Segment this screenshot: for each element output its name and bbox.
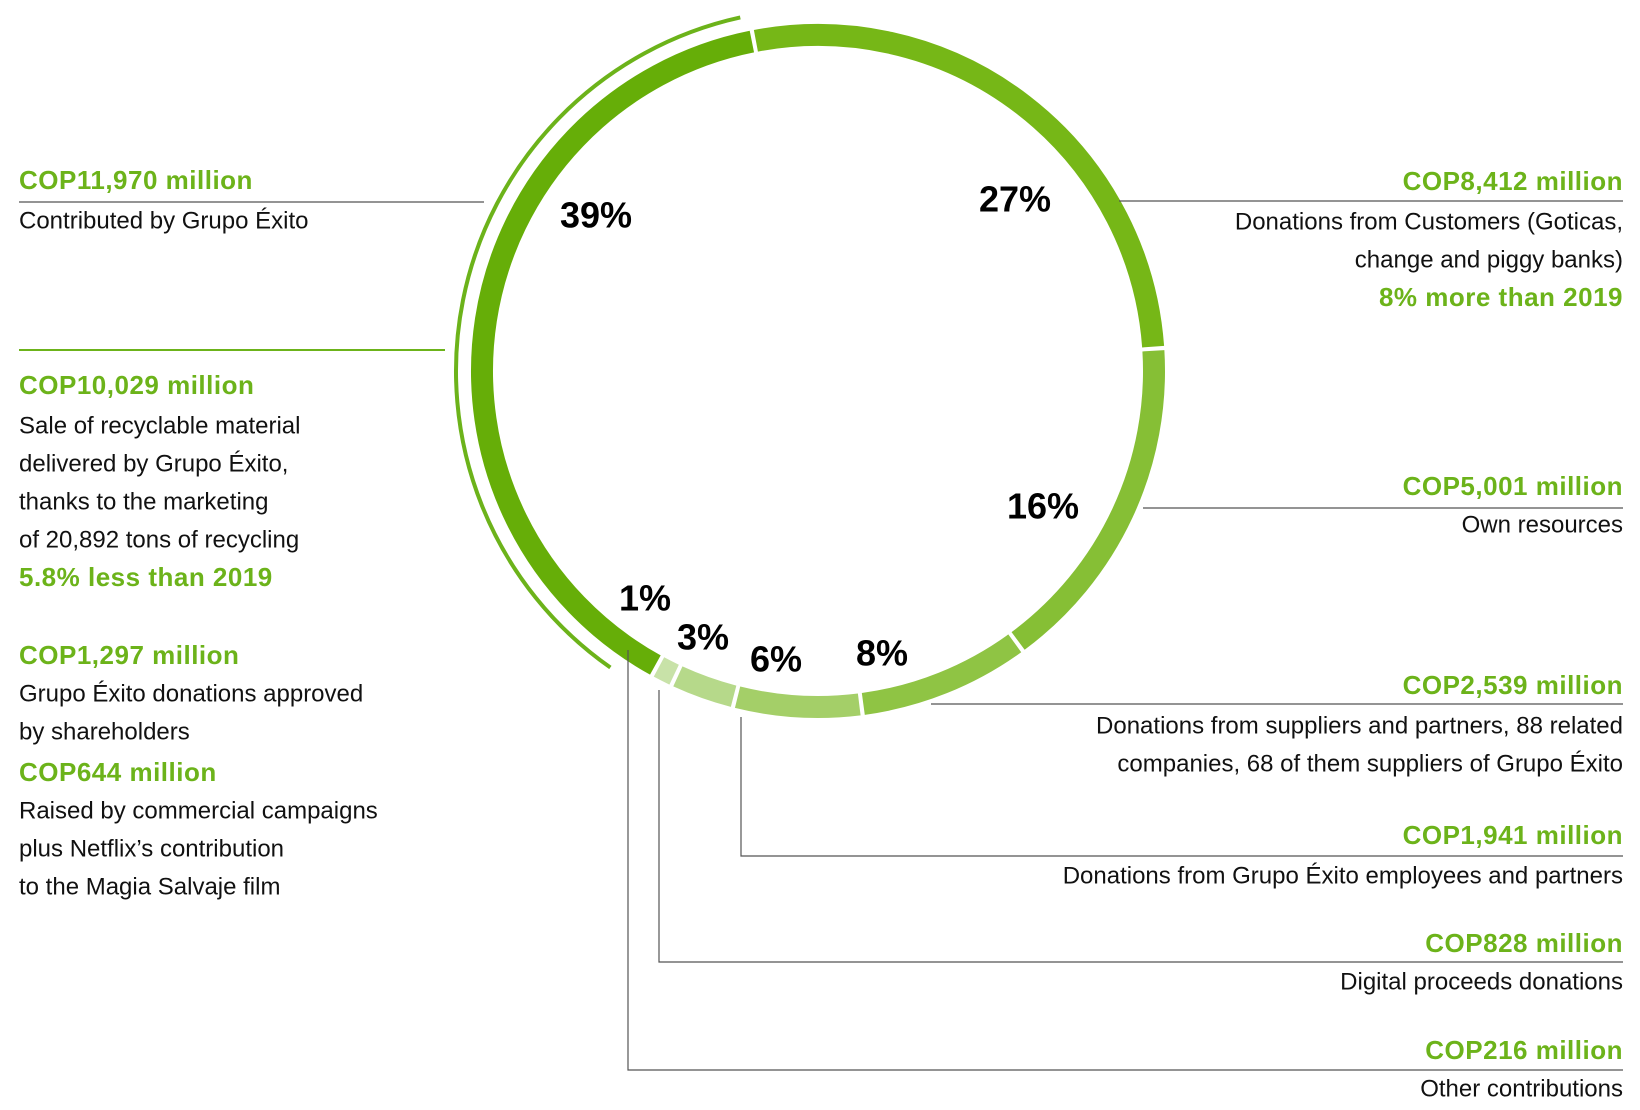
description: Own resources <box>1462 511 1623 538</box>
amount: COP5,001 million <box>1403 471 1623 501</box>
donut-segment <box>734 686 861 718</box>
amount: COP1,297 million <box>19 640 239 670</box>
description: delivered by Grupo Éxito, <box>19 450 288 477</box>
donut-segment <box>753 24 1165 348</box>
description: Other contributions <box>1420 1075 1623 1102</box>
amount: COP8,412 million <box>1403 166 1623 196</box>
percent-label: 27% <box>979 179 1051 220</box>
amount: COP216 million <box>1425 1035 1623 1065</box>
percent-label: 39% <box>560 195 632 236</box>
description: Donations from suppliers and partners, 8… <box>1096 712 1623 739</box>
description: change and piggy banks) <box>1355 246 1623 273</box>
amount: COP1,941 million <box>1403 820 1623 850</box>
donut-segment <box>673 666 737 707</box>
description: to the Magia Salvaje film <box>19 873 280 900</box>
note: 8% more than 2019 <box>1379 282 1623 312</box>
description: Digital proceeds donations <box>1340 968 1623 995</box>
donut-segment <box>653 657 679 685</box>
donut-segment <box>1011 350 1165 650</box>
donut-segment <box>861 634 1022 715</box>
percent-label: 16% <box>1007 486 1079 527</box>
amount: COP644 million <box>19 757 217 787</box>
percent-label: 6% <box>750 639 802 680</box>
description: Grupo Éxito donations approved <box>19 680 363 707</box>
description: of 20,892 tons of recycling <box>19 526 299 553</box>
note: 5.8% less than 2019 <box>19 562 273 592</box>
percent-label: 8% <box>856 633 908 674</box>
description: thanks to the marketing <box>19 488 268 515</box>
leader-line <box>627 650 1623 1071</box>
amount: COP11,970 million <box>19 165 253 195</box>
description: plus Netflix’s contribution <box>19 835 284 862</box>
percent-label: 1% <box>619 578 671 619</box>
bracket-arc <box>454 15 741 670</box>
description: by shareholders <box>19 718 190 745</box>
amount: COP10,029 million <box>19 370 254 400</box>
amount: COP2,539 million <box>1403 670 1623 700</box>
description: Donations from Customers (Goticas, <box>1235 208 1623 235</box>
description: Donations from Grupo Éxito employees and… <box>1063 862 1623 889</box>
amount: COP828 million <box>1425 928 1623 958</box>
description: Sale of recyclable material <box>19 412 300 439</box>
percent-label: 3% <box>677 617 729 658</box>
description: Contributed by Grupo Éxito <box>19 207 309 234</box>
leader-line <box>658 690 1623 963</box>
description: companies, 68 of them suppliers of Grupo… <box>1117 750 1623 777</box>
leader-line <box>740 717 1623 857</box>
donut-segment <box>471 30 755 675</box>
description: Raised by commercial campaigns <box>19 797 378 824</box>
